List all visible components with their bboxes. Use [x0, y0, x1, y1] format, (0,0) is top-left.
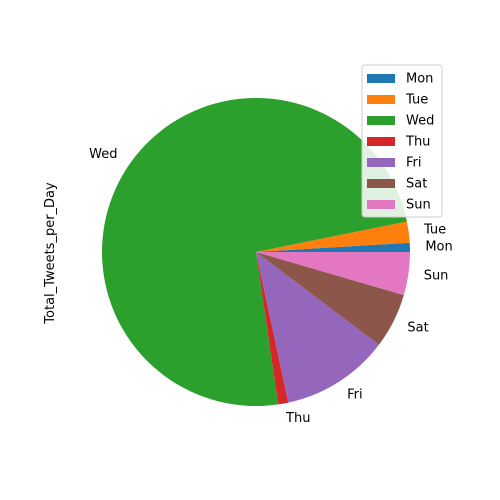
legend-swatch-wed — [367, 116, 395, 125]
pie-slice-mon — [256, 242, 410, 252]
legend-swatch-tue — [367, 95, 395, 104]
slice-label-tue: Tue — [423, 223, 446, 238]
y-axis-label: Total_Tweets_per_Day — [43, 182, 58, 325]
legend-label-tue: Tue — [405, 93, 428, 108]
legend-label-sat: Sat — [406, 177, 427, 192]
pie-slice-wed — [102, 97, 407, 407]
slice-label-mon: Mon — [425, 239, 452, 254]
legend-label-mon: Mon — [406, 72, 433, 87]
pie-slices — [102, 97, 410, 407]
pie-slice-sat — [256, 252, 404, 345]
pie-slice-sun — [256, 252, 410, 296]
pie-slice-thu — [256, 252, 289, 405]
legend-label-fri: Fri — [406, 156, 422, 171]
pie-slice-fri — [256, 252, 379, 403]
legend-label-thu: Thu — [405, 135, 430, 150]
slice-label-wed: Wed — [89, 147, 117, 162]
legend-swatch-thu — [367, 137, 395, 146]
legend-label-wed: Wed — [406, 114, 434, 129]
legend-label-sun: Sun — [406, 198, 431, 213]
slice-label-thu: Thu — [285, 411, 310, 426]
slice-label-sun: Sun — [424, 268, 449, 283]
slice-label-fri: Fri — [347, 387, 363, 402]
slice-label-sat: Sat — [407, 320, 428, 335]
legend-swatch-fri — [367, 158, 395, 167]
legend: Mon Tue Wed Thu Fri Sat Sun — [361, 64, 443, 218]
legend-swatch-mon — [367, 74, 395, 83]
legend-swatch-sun — [367, 200, 395, 209]
legend-swatch-sat — [367, 179, 395, 188]
pie-slice-tue — [256, 221, 410, 252]
